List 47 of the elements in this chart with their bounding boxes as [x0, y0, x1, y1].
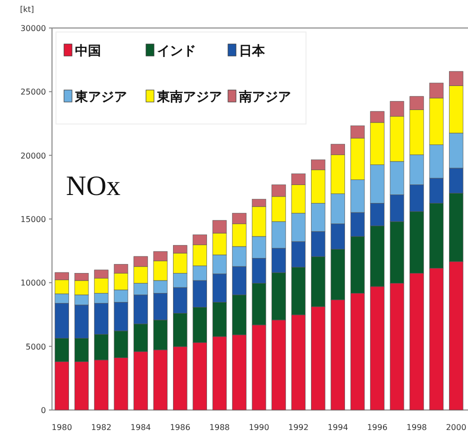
x-tick-label: 1988 [209, 423, 230, 432]
x-tick-label: 2000 [446, 423, 466, 432]
bar [173, 346, 188, 410]
bar [212, 336, 227, 410]
legend-label: 東南アジア [156, 90, 222, 105]
legend-label: 東アジア [74, 90, 127, 105]
legend-label: インド [157, 44, 196, 59]
text: NOx [66, 171, 120, 202]
bar [449, 261, 464, 410]
bar [370, 286, 384, 410]
bar [192, 342, 207, 410]
y-tick-label: 10000 [20, 278, 46, 288]
bar [74, 361, 89, 410]
y-tick-label: 30000 [20, 24, 46, 33]
legend-label: 中国 [75, 44, 101, 59]
y-tick-label: 15000 [20, 215, 46, 224]
bar [429, 268, 444, 410]
y-tick-label: 0 [40, 406, 46, 415]
x-tick-label: 1992 [288, 423, 309, 432]
bar [94, 360, 108, 410]
y-tick-label: 5000 [26, 342, 46, 352]
y-tick-label: 20000 [20, 151, 46, 160]
bar [54, 361, 69, 410]
legend-label: 日本 [239, 44, 266, 59]
bar [153, 350, 168, 410]
bar [410, 273, 424, 410]
bar [272, 320, 286, 410]
bar [311, 306, 326, 410]
x-tick-label: 1982 [91, 423, 112, 432]
bar [330, 300, 345, 410]
y-axis-title: [kt] [20, 5, 34, 14]
bar [252, 324, 266, 410]
x-tick-label: 1996 [367, 423, 388, 432]
bar [390, 282, 404, 410]
x-tick-label: 1980 [52, 423, 72, 432]
x-tick-label: 1984 [130, 423, 151, 432]
bar [350, 293, 365, 410]
bar [291, 314, 306, 410]
x-tick-label: 1990 [248, 423, 270, 432]
bar [114, 357, 128, 410]
bar [232, 334, 246, 410]
x-tick-label: 1994 [328, 423, 348, 432]
y-tick-label: 25000 [20, 88, 46, 97]
x-tick-label: 1998 [406, 423, 427, 432]
legend-label: 南アジア [238, 90, 291, 105]
bar [134, 351, 148, 410]
x-tick-label: 1986 [170, 423, 190, 432]
